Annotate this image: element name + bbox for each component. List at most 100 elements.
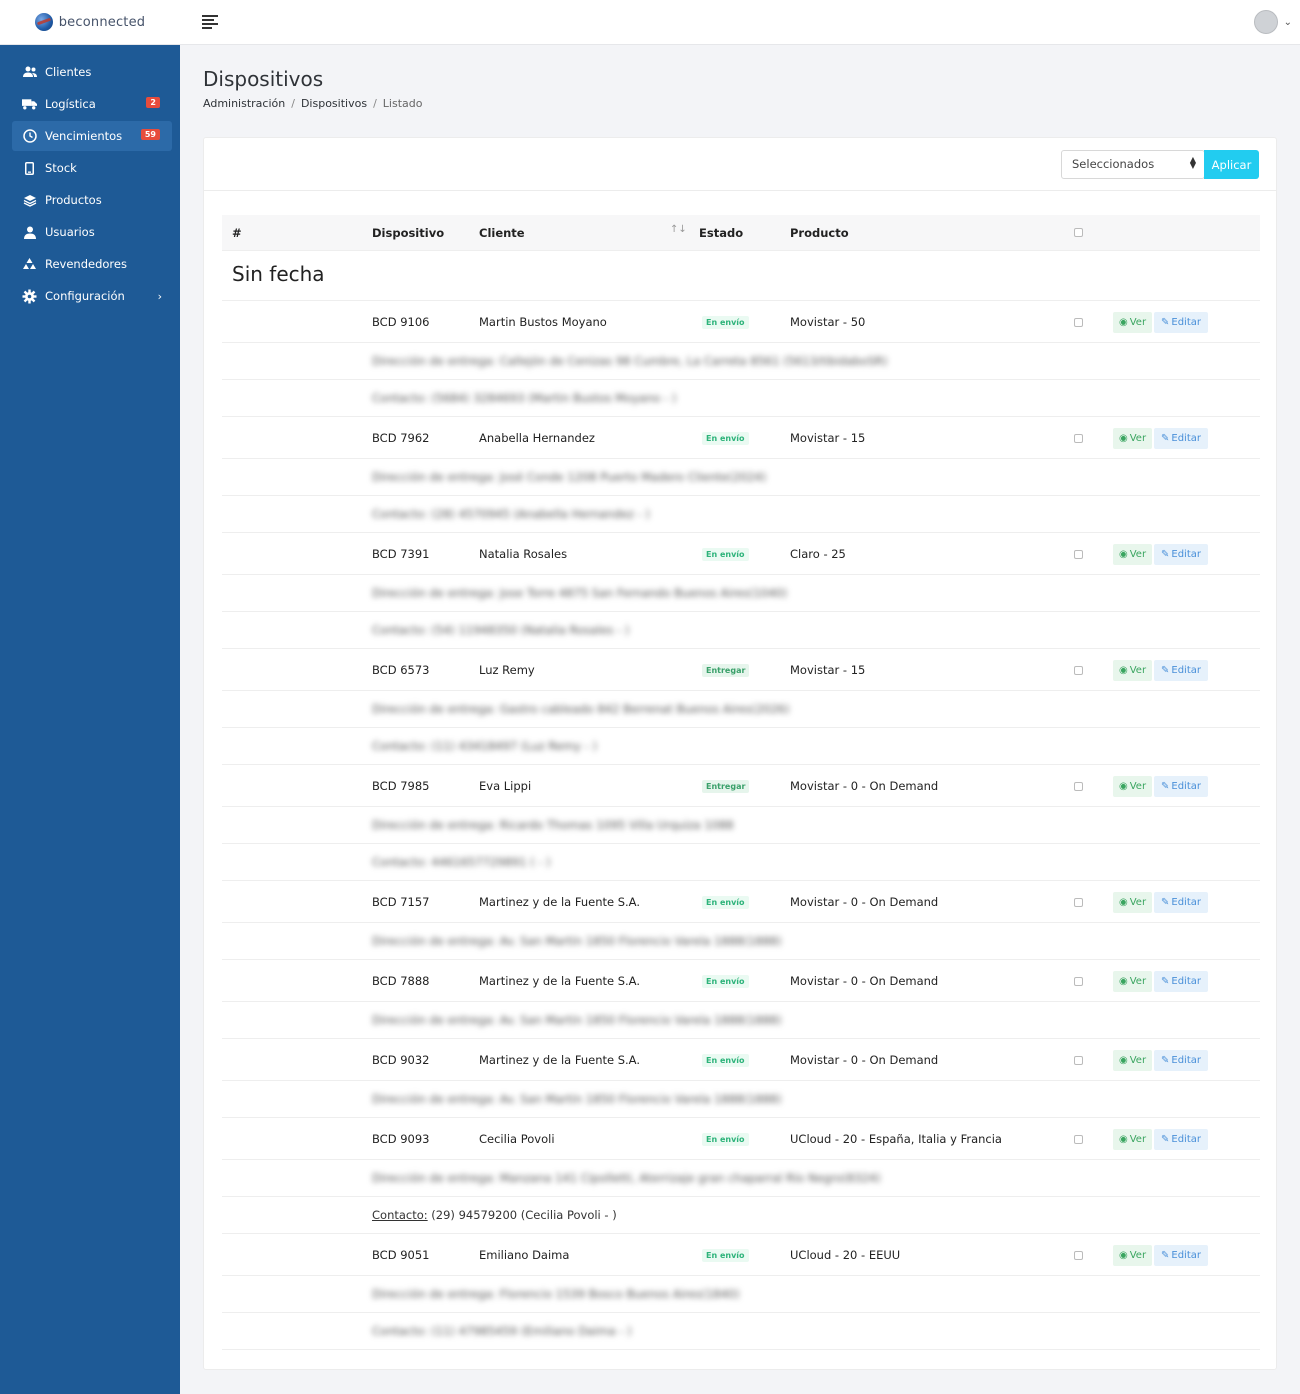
product-name: Movistar - 15 (790, 431, 866, 445)
bulk-action-select[interactable]: Seleccionados ▲ ▼ (1061, 150, 1205, 179)
view-label: Ver (1129, 1134, 1147, 1145)
view-button[interactable]: ◉ Ver (1113, 1050, 1153, 1071)
sidebar-item-stock[interactable]: Stock (12, 153, 172, 183)
eye-icon: ◉ (1119, 433, 1128, 444)
product-name: UCloud - 20 - EEUU (790, 1248, 901, 1262)
apply-button[interactable]: Aplicar (1204, 150, 1259, 179)
row-checkbox[interactable] (1074, 434, 1083, 443)
view-label: Ver (1129, 433, 1147, 444)
sidebar-item-label: Productos (45, 193, 102, 207)
device-id: BCD 9106 (372, 315, 430, 329)
detail-text: Dirección de entrega: José Conde 1208 Pu… (372, 470, 767, 484)
sidebar-item-usuarios[interactable]: Usuarios (12, 217, 172, 247)
header-estado[interactable]: Estado (699, 226, 744, 240)
view-button[interactable]: ◉ Ver (1113, 312, 1153, 333)
view-button[interactable]: ◉ Ver (1113, 1129, 1153, 1150)
device-id: BCD 7391 (372, 547, 430, 561)
client-name: Luz Remy (479, 663, 535, 677)
status-badge: En envío (702, 316, 749, 329)
edit-button[interactable]: ✎ Editar (1154, 428, 1208, 449)
row-checkbox[interactable] (1074, 898, 1083, 907)
row-checkbox[interactable] (1074, 1056, 1083, 1065)
view-label: Ver (1129, 665, 1147, 676)
select-all-checkbox[interactable] (1074, 228, 1083, 237)
detail-row: Contacto: (28) 4570945 (Anabella Hernand… (222, 496, 1260, 533)
pencil-icon: ✎ (1161, 897, 1170, 908)
header-dispositivo[interactable]: Dispositivo (372, 226, 445, 240)
edit-button[interactable]: ✎ Editar (1154, 776, 1208, 797)
table-row: BCD 7888 Martinez y de la Fuente S.A. En e… (222, 960, 1260, 1002)
table-row: BCD 9051 Emiliano Daima En envío UCloud - 2… (222, 1234, 1260, 1276)
table-row: BCD 9032 Martinez y de la Fuente S.A. En e… (222, 1039, 1260, 1081)
sidebar-item-logistica[interactable]: Logística 2 (12, 89, 172, 119)
view-label: Ver (1129, 1055, 1147, 1066)
view-label: Ver (1129, 317, 1147, 328)
row-checkbox[interactable] (1074, 550, 1083, 559)
breadcrumb-item[interactable]: Dispositivos (300, 97, 368, 110)
edit-button[interactable]: ✎ Editar (1154, 660, 1208, 681)
view-button[interactable]: ◉ Ver (1113, 544, 1153, 565)
client-name: Martinez y de la Fuente S.A. (479, 895, 640, 909)
detail-row: Contacto: (11) 47985459 (Emiliano Daima … (222, 1313, 1260, 1350)
detail-text: Dirección de entrega: Gastro cableado 84… (372, 702, 790, 716)
detail-row: Dirección de entrega: Av. San Martín 185… (222, 1002, 1260, 1039)
count-badge: 2 (146, 97, 160, 108)
product-name: Claro - 25 (790, 547, 846, 561)
sidebar-item-configuracion[interactable]: Configuración › (12, 281, 172, 311)
edit-button[interactable]: ✎ Editar (1154, 1050, 1208, 1071)
breadcrumb-separator: / (291, 97, 295, 110)
product-name: UCloud - 20 - España, Italia y Francia (790, 1132, 1002, 1146)
edit-label: Editar (1171, 1055, 1201, 1066)
brand[interactable]: beconnected (0, 13, 180, 31)
view-button[interactable]: ◉ Ver (1113, 892, 1153, 913)
edit-button[interactable]: ✎ Editar (1154, 312, 1208, 333)
breadcrumb-item[interactable]: Administración (203, 97, 286, 110)
view-button[interactable]: ◉ Ver (1113, 776, 1153, 797)
hamburger-icon[interactable] (202, 15, 218, 29)
device-id: BCD 9032 (372, 1053, 430, 1067)
avatar[interactable] (1253, 10, 1278, 34)
edit-button[interactable]: ✎ Editar (1154, 892, 1208, 913)
detail-row: Dirección de entrega: José Conde 1208 Pu… (222, 459, 1260, 496)
sidebar-item-revendedores[interactable]: Revendedores (12, 249, 172, 279)
sort-icon[interactable]: ↑↓ (670, 224, 687, 235)
view-label: Ver (1129, 549, 1147, 560)
breadcrumb: Administración / Dispositivos / Listado (203, 97, 422, 110)
sidebar-item-label: Revendedores (45, 257, 127, 271)
client-name: Martinez y de la Fuente S.A. (479, 974, 640, 988)
view-button[interactable]: ◉ Ver (1113, 1245, 1153, 1266)
view-button[interactable]: ◉ Ver (1113, 428, 1153, 449)
sidebar-item-vencimientos[interactable]: Vencimientos 59 (12, 121, 172, 151)
edit-button[interactable]: ✎ Editar (1154, 1245, 1208, 1266)
edit-button[interactable]: ✎ Editar (1154, 1129, 1208, 1150)
client-name: Emiliano Daima (479, 1248, 570, 1262)
edit-button[interactable]: ✎ Editar (1154, 971, 1208, 992)
row-checkbox[interactable] (1074, 318, 1083, 327)
header-cliente[interactable]: Cliente (479, 226, 525, 240)
edit-label: Editar (1171, 665, 1201, 676)
detail-text: Contacto: (5684) 3284693 (Martin Bustos … (372, 391, 677, 405)
breadcrumb-separator: / (373, 97, 377, 110)
user-menu[interactable]: ⌄ (1253, 10, 1292, 34)
product-name: Movistar - 0 - On Demand (790, 779, 939, 793)
detail-row: Contacto: (11) 43418497 (Luz Remy - ) (222, 728, 1260, 765)
row-checkbox[interactable] (1074, 666, 1083, 675)
view-button[interactable]: ◉ Ver (1113, 660, 1153, 681)
row-checkbox[interactable] (1074, 1251, 1083, 1260)
sidebar-item-clientes[interactable]: Clientes (12, 57, 172, 87)
detail-text: Dirección de entrega: Manzana 141 Cipoll… (372, 1171, 881, 1185)
contact-value: (29) 94579200 (Cecilia Povoli - ) (427, 1208, 617, 1222)
row-checkbox[interactable] (1074, 1135, 1083, 1144)
eye-icon: ◉ (1119, 665, 1128, 676)
sidebar-item-productos[interactable]: Productos (12, 185, 172, 215)
client-name: Martinez y de la Fuente S.A. (479, 1053, 640, 1067)
row-checkbox[interactable] (1074, 977, 1083, 986)
view-button[interactable]: ◉ Ver (1113, 971, 1153, 992)
detail-row: Contacto: (29) 94579200 (Cecilia Povoli … (222, 1197, 1260, 1234)
contact-label[interactable]: Contacto: (372, 1208, 428, 1222)
detail-row: Dirección de entrega: Av. San Martín 185… (222, 923, 1260, 960)
edit-button[interactable]: ✎ Editar (1154, 544, 1208, 565)
header-producto[interactable]: Producto (790, 226, 849, 240)
row-checkbox[interactable] (1074, 782, 1083, 791)
gear-icon (22, 289, 37, 304)
